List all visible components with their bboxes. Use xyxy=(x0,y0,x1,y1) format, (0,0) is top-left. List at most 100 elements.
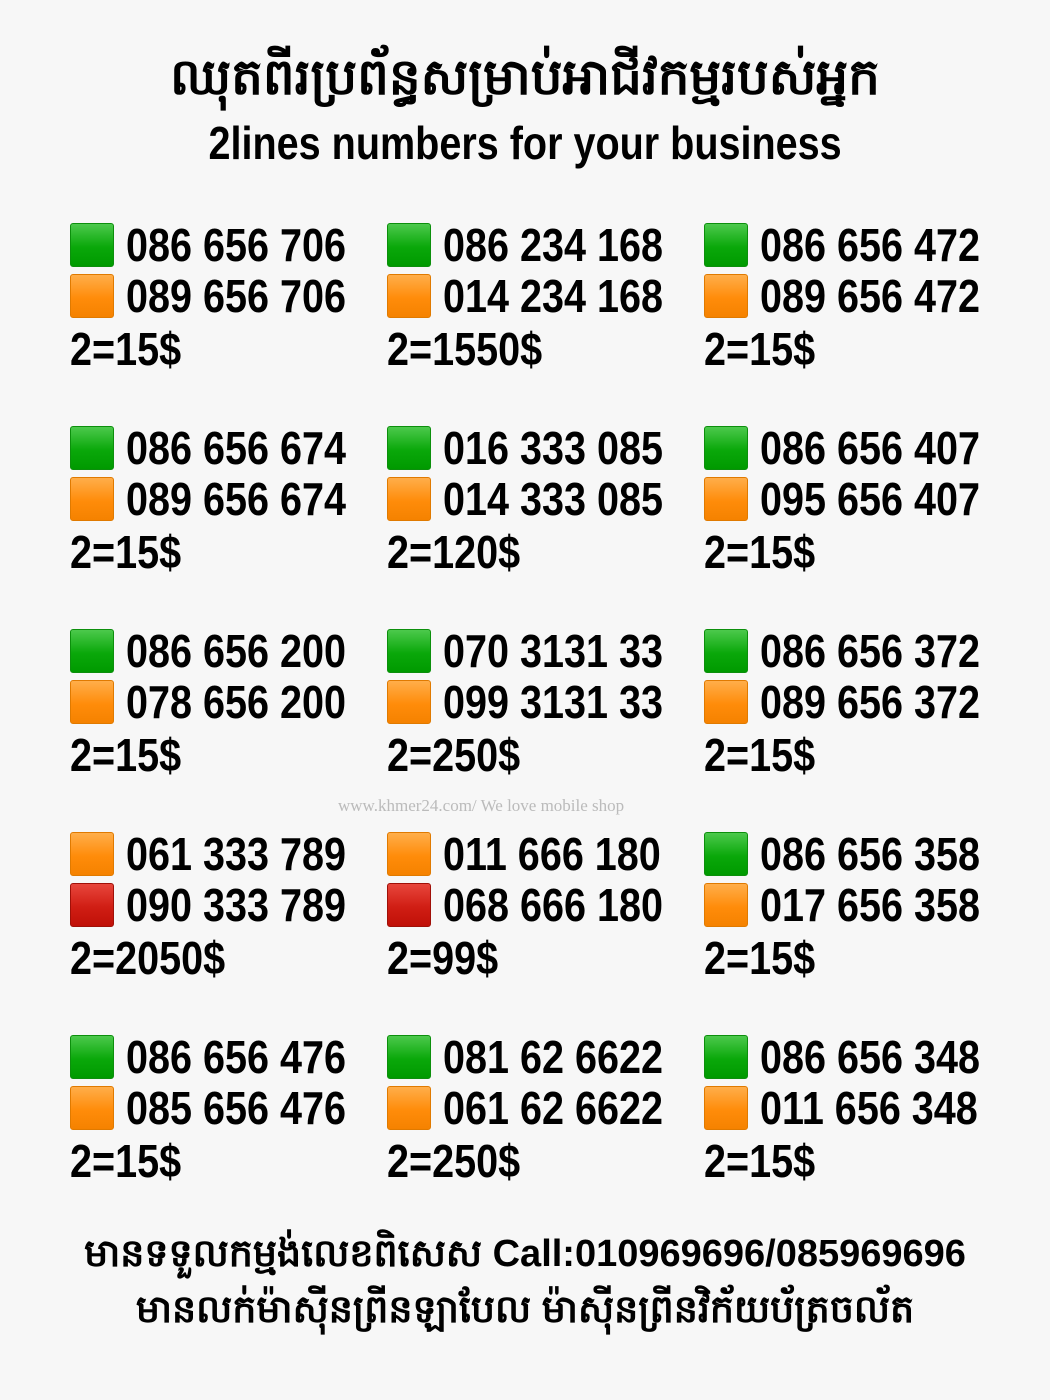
orange-square-icon xyxy=(704,883,748,927)
phone-number: 086 656 348 xyxy=(760,1032,1016,1083)
green-square-icon xyxy=(70,426,114,470)
offer-card: 016 333 085 014 333 085 2=120$ xyxy=(387,423,687,595)
offer-card: 070 3131 33 099 3131 33 2=250$ xyxy=(387,626,687,798)
phone-number: 086 656 706 xyxy=(126,220,382,271)
offer-card: 086 656 348 011 656 348 2=15$ xyxy=(704,1032,1004,1204)
phone-number-text: 011 656 348 xyxy=(760,1081,978,1134)
phone-number-text: 086 656 472 xyxy=(760,218,980,271)
phone-line: 085 656 476 xyxy=(70,1083,382,1134)
phone-line: 089 656 372 xyxy=(704,677,1016,728)
phone-line: 016 333 085 xyxy=(387,423,699,474)
phone-number: 086 656 674 xyxy=(126,423,382,474)
price-text: 2=15$ xyxy=(70,1135,182,1187)
phone-number-text: 078 656 200 xyxy=(126,675,346,728)
phone-number-text: 086 656 407 xyxy=(760,421,980,474)
phone-number-text: 086 656 372 xyxy=(760,624,980,677)
phone-line: 095 656 407 xyxy=(704,474,1016,525)
phone-number-text: 099 3131 33 xyxy=(443,675,663,728)
title-khmer: ឈុតពីរប្រព័ន្ធសម្រាប់អាជីវកម្មរបស់អ្នក xyxy=(170,49,880,105)
phone-number: 089 656 674 xyxy=(126,474,382,525)
offer-card: 086 234 168 014 234 168 2=1550$ xyxy=(387,220,687,392)
green-square-icon xyxy=(704,223,748,267)
phone-line: 014 333 085 xyxy=(387,474,699,525)
phone-number: 089 656 372 xyxy=(760,677,1016,728)
price: 2=15$ xyxy=(70,324,199,375)
phone-number-text: 086 656 348 xyxy=(760,1030,980,1083)
price: 2=120$ xyxy=(387,527,542,578)
phone-number-text: 086 656 674 xyxy=(126,421,346,474)
orange-square-icon xyxy=(387,832,431,876)
phone-number: 081 62 6622 xyxy=(443,1032,699,1083)
phone-line: 014 234 168 xyxy=(387,269,699,322)
offer-card: 086 656 674 089 656 674 2=15$ xyxy=(70,423,370,595)
phone-number: 014 333 085 xyxy=(443,474,699,525)
phone-number: 016 333 085 xyxy=(443,423,699,474)
price: 2=2050$ xyxy=(70,933,250,984)
phone-number: 061 62 6622 xyxy=(443,1083,699,1134)
phone-number-text: 061 333 789 xyxy=(126,827,346,880)
phone-line: 017 656 358 xyxy=(704,880,1016,931)
phone-line: 089 656 472 xyxy=(704,269,1016,322)
phone-line: 086 656 200 xyxy=(70,626,382,677)
phone-number-text: 086 656 706 xyxy=(126,218,346,271)
phone-line: 086 234 168 xyxy=(387,220,699,270)
green-square-icon xyxy=(387,1035,431,1079)
green-square-icon xyxy=(704,426,748,470)
phone-line: 090 333 789 xyxy=(70,880,382,931)
price-text: 2=15$ xyxy=(704,526,816,578)
phone-number: 090 333 789 xyxy=(126,880,382,931)
phone-line: 061 62 6622 xyxy=(387,1083,699,1134)
phone-number: 086 656 476 xyxy=(126,1032,382,1083)
orange-square-icon xyxy=(387,680,431,724)
orange-square-icon xyxy=(70,1086,114,1130)
title-english: 2lines numbers for your business xyxy=(0,118,1050,169)
phone-number-text: 081 62 6622 xyxy=(443,1030,663,1083)
green-square-icon xyxy=(387,629,431,673)
offer-card: 061 333 789 090 333 789 2=2050$ xyxy=(70,829,370,1001)
phone-number: 085 656 476 xyxy=(126,1083,382,1134)
phone-number: 099 3131 33 xyxy=(443,677,699,728)
price: 2=250$ xyxy=(387,1136,542,1187)
price-text: 2=15$ xyxy=(70,526,182,578)
phone-number-text: 085 656 476 xyxy=(126,1081,346,1134)
orange-square-icon xyxy=(70,274,114,318)
phone-line: 061 333 789 xyxy=(70,827,382,880)
phone-line: 086 656 372 xyxy=(704,624,1016,677)
phone-number: 089 656 706 xyxy=(126,271,382,322)
phone-number: 086 656 358 xyxy=(760,829,1016,880)
phone-number-text: 014 333 085 xyxy=(443,472,663,525)
phone-number: 086 656 200 xyxy=(126,626,382,677)
price-text: 2=120$ xyxy=(387,526,521,578)
price: 2=250$ xyxy=(387,730,542,781)
phone-line: 070 3131 33 xyxy=(387,626,699,676)
watermark: www.khmer24.com/ We love mobile shop xyxy=(338,796,625,815)
phone-number-text: 011 666 180 xyxy=(443,827,661,880)
price: 2=15$ xyxy=(704,527,833,578)
phone-line: 086 656 706 xyxy=(70,220,382,271)
green-square-icon xyxy=(70,1035,114,1079)
phone-number-text: 068 666 180 xyxy=(443,878,663,931)
phone-line: 086 656 407 xyxy=(704,423,1016,474)
phone-number: 095 656 407 xyxy=(760,474,1016,525)
price-text: 2=15$ xyxy=(70,323,182,375)
phone-number: 017 656 358 xyxy=(760,880,1016,931)
price-text: 2=250$ xyxy=(387,729,521,781)
offer-card: 086 656 407 095 656 407 2=15$ xyxy=(704,423,1004,595)
red-square-icon xyxy=(387,883,431,927)
orange-square-icon xyxy=(704,477,748,521)
phone-number-text: 017 656 358 xyxy=(760,878,980,931)
phone-line: 089 656 706 xyxy=(70,271,382,322)
phone-line: 086 656 358 xyxy=(704,829,1016,880)
price: 2=15$ xyxy=(70,527,199,578)
price-text: 2=15$ xyxy=(70,729,182,781)
phone-number-text: 090 333 789 xyxy=(126,878,346,931)
orange-square-icon xyxy=(70,680,114,724)
phone-number-text: 014 234 168 xyxy=(443,269,663,322)
phone-number: 068 666 180 xyxy=(443,880,699,931)
orange-square-icon xyxy=(387,1086,431,1130)
price-text: 2=15$ xyxy=(704,729,816,781)
phone-line: 099 3131 33 xyxy=(387,677,699,728)
price-text: 2=1550$ xyxy=(387,323,543,375)
phone-number-text: 089 656 472 xyxy=(760,269,980,322)
phone-number: 086 656 407 xyxy=(760,423,1016,474)
